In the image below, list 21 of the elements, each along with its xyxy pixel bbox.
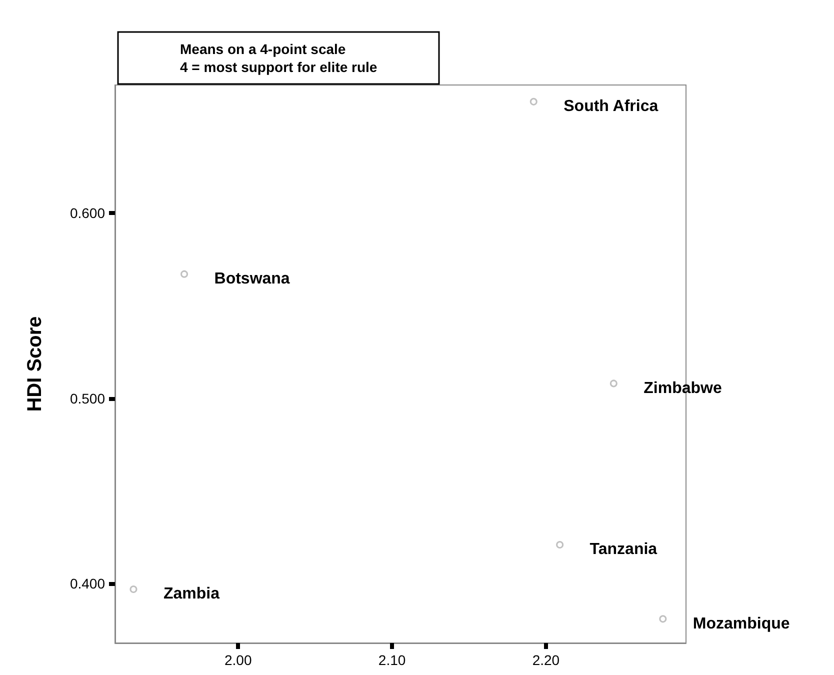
y-axis-title: HDI Score: [24, 316, 46, 412]
annotation: Botswana: [214, 270, 290, 288]
point: [130, 585, 138, 593]
annotation: Zambia: [163, 586, 220, 603]
annotation: Mozambique: [692, 615, 790, 632]
point: [659, 615, 667, 623]
annotation: Tanzania: [590, 541, 658, 558]
x-tick-label: 2.00: [224, 652, 252, 668]
x-tick-label: 2.20: [532, 652, 560, 668]
point: [556, 541, 564, 548]
point: [530, 98, 538, 106]
point: [180, 270, 188, 278]
y-tick-label: 0.500: [70, 390, 106, 406]
point: [610, 380, 618, 388]
chart-title: Means on a 4-point scale: [180, 41, 346, 57]
y-tick-label: 0.400: [70, 576, 106, 592]
x-tick-label: 2.10: [378, 652, 406, 668]
y-tick-label: 0.600: [70, 204, 106, 221]
annotation: Zimbabwe: [644, 380, 722, 397]
annotation: South Africa: [564, 98, 658, 116]
chart-subtitle: 4 = most support for elite rule: [180, 59, 378, 75]
